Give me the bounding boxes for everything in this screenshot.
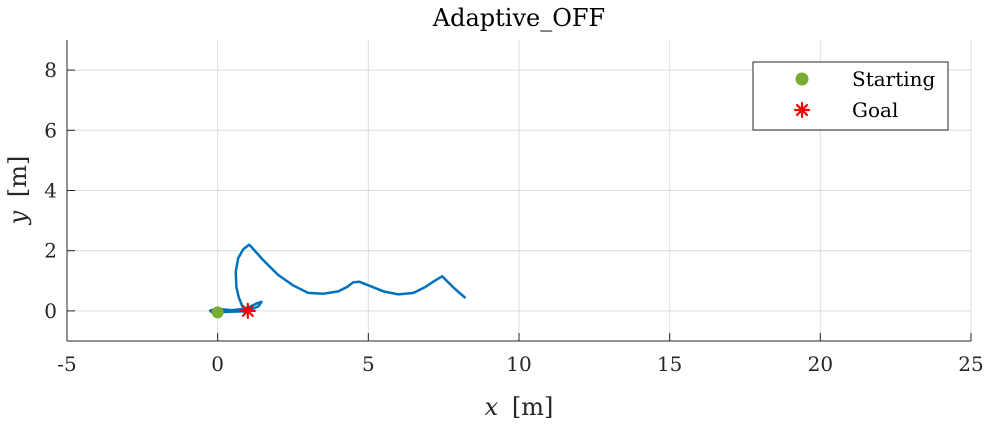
goal-marker: [239, 302, 256, 319]
x-tick-label: 20: [808, 352, 833, 376]
legend-label: Starting: [852, 67, 936, 91]
y-axis-unit: [m]: [4, 156, 32, 197]
x-tick-label: 5: [362, 352, 375, 376]
x-tick-label: 25: [958, 352, 983, 376]
legend-start-marker: [795, 72, 809, 86]
legend-goal-marker-stroke: [795, 103, 809, 117]
ticks: -5 0 5 10 15 20 25 0 2 4 6 8: [44, 58, 983, 376]
x-axis-label: x [m]: [485, 393, 554, 421]
y-axis-variable: y: [4, 210, 32, 225]
y-tick-label: 8: [44, 58, 57, 82]
y-tick-label: 0: [44, 299, 57, 323]
legend-goal-marker: [793, 101, 811, 119]
legend-box: [752, 61, 949, 131]
x-axis-unit: [m]: [512, 393, 553, 421]
chart-title: Adaptive_OFF: [432, 4, 605, 32]
y-tick-label: 2: [44, 239, 57, 263]
y-axis-label: y [m]: [4, 156, 32, 226]
markers: [211, 302, 256, 319]
legend-label: Goal: [852, 98, 898, 122]
x-axis-variable: x: [485, 393, 499, 421]
x-tick-label: -5: [57, 352, 76, 376]
x-tick-label: 15: [657, 352, 682, 376]
start-marker: [211, 306, 224, 319]
x-tick-label: 0: [211, 352, 224, 376]
x-tick-label: 10: [506, 352, 531, 376]
legend-items: Starting Goal: [793, 67, 936, 122]
axes-lines: [66, 40, 971, 342]
legend: Starting Goal: [752, 61, 949, 131]
y-tick-label: 6: [44, 118, 57, 142]
goal-marker-stroke: [241, 304, 254, 317]
y-tick-label: 4: [44, 179, 57, 203]
